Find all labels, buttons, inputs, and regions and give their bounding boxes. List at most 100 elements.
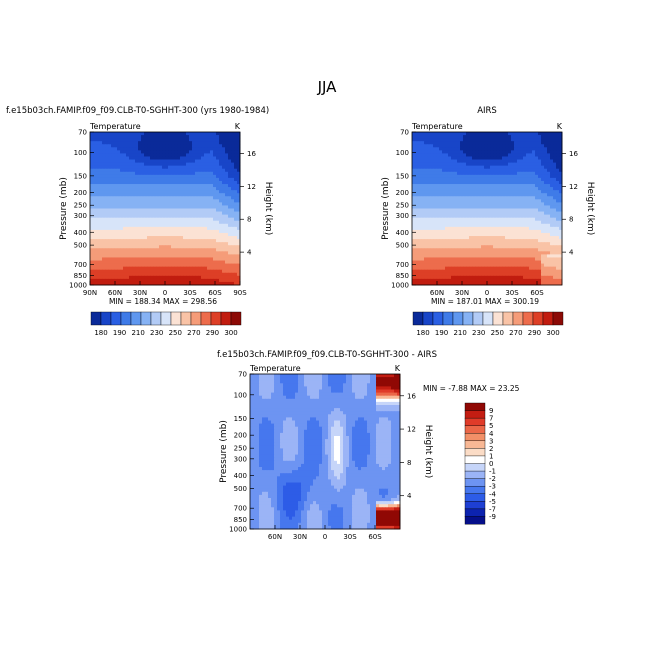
field-cell xyxy=(439,211,443,216)
field-cell xyxy=(427,242,431,246)
field-cell xyxy=(475,174,479,179)
field-cell xyxy=(90,202,94,206)
field-cell xyxy=(442,266,446,271)
field-cell xyxy=(436,269,440,274)
field-cell xyxy=(484,205,488,209)
field-cell xyxy=(207,132,211,136)
field-cell xyxy=(231,248,235,252)
field-cell xyxy=(96,153,100,157)
field-cell xyxy=(487,223,491,228)
field-cell xyxy=(96,193,100,197)
field-cell xyxy=(505,150,509,154)
field-cell xyxy=(529,239,533,243)
field-cell xyxy=(201,223,205,228)
field-cell xyxy=(547,220,551,225)
field-cell xyxy=(156,199,160,203)
field-cell xyxy=(436,138,440,142)
field-cell xyxy=(168,260,172,264)
field-cell xyxy=(123,202,127,206)
field-cell xyxy=(228,147,232,151)
field-cell xyxy=(219,272,223,277)
field-cell xyxy=(201,229,205,234)
field-cell xyxy=(159,132,163,136)
field-cell xyxy=(538,223,542,228)
field-cell xyxy=(237,251,241,255)
field-cell xyxy=(553,242,557,246)
field-cell xyxy=(526,223,530,228)
field-cell xyxy=(535,260,539,264)
field-cell xyxy=(135,245,139,249)
field-cell xyxy=(430,266,434,271)
field-cell xyxy=(108,245,112,249)
field-cell xyxy=(469,229,473,234)
field-cell xyxy=(159,180,163,185)
field-cell xyxy=(189,214,193,219)
field-cell xyxy=(174,254,178,258)
field-cell xyxy=(111,165,115,170)
field-cell xyxy=(448,251,452,255)
field-cell xyxy=(177,174,181,179)
field-cell xyxy=(213,168,217,173)
field-cell xyxy=(171,251,175,255)
field-cell xyxy=(147,281,151,286)
field-cell xyxy=(171,156,175,160)
field-cell xyxy=(457,156,461,160)
field-cell xyxy=(231,251,235,255)
field-cell xyxy=(511,177,515,182)
field-cell xyxy=(481,168,485,173)
field-cell xyxy=(508,184,512,188)
field-cell xyxy=(457,138,461,142)
field-cell xyxy=(508,199,512,203)
field-cell xyxy=(96,214,100,219)
field-cell xyxy=(183,275,187,280)
field-cell xyxy=(454,199,458,203)
field-cell xyxy=(99,211,103,216)
field-cell xyxy=(481,156,485,160)
field-cell xyxy=(228,150,232,154)
field-cell xyxy=(228,190,232,194)
field-cell xyxy=(457,229,461,234)
field-cell xyxy=(141,269,145,274)
field-cell xyxy=(198,226,202,231)
field-cell xyxy=(213,239,217,243)
field-cell xyxy=(207,165,211,170)
field-cell xyxy=(180,193,184,197)
field-cell xyxy=(210,239,214,243)
field-cell xyxy=(415,214,419,219)
field-cell xyxy=(210,199,214,203)
field-cell xyxy=(144,236,148,240)
field-cell xyxy=(532,159,536,163)
field-cell xyxy=(478,236,482,240)
field-cell xyxy=(505,165,509,170)
field-cell xyxy=(171,229,175,234)
field-cell xyxy=(508,141,512,145)
field-cell xyxy=(138,168,142,173)
field-cell xyxy=(541,229,545,234)
field-cell xyxy=(535,263,539,268)
field-cell xyxy=(234,141,238,145)
field-cell xyxy=(105,147,109,151)
field-cell xyxy=(532,156,536,160)
field-cell xyxy=(559,236,563,240)
field-cell xyxy=(123,171,127,176)
field-cell xyxy=(490,257,494,261)
field-cell xyxy=(114,260,118,264)
field-cell xyxy=(147,190,151,194)
field-cell xyxy=(153,220,157,225)
field-cell xyxy=(210,190,214,194)
field-cell xyxy=(117,239,121,243)
field-cell xyxy=(174,272,178,277)
field-cell xyxy=(195,138,199,142)
field-cell xyxy=(421,269,425,274)
field-cell xyxy=(466,254,470,258)
field-cell xyxy=(237,132,241,136)
field-cell xyxy=(493,226,497,231)
field-cell xyxy=(105,168,109,173)
field-cell xyxy=(496,269,500,274)
field-cell xyxy=(117,251,121,255)
field-cell xyxy=(415,147,419,151)
field-cell xyxy=(90,269,94,274)
field-cell xyxy=(505,269,509,274)
field-cell xyxy=(436,180,440,185)
field-cell xyxy=(180,254,184,258)
